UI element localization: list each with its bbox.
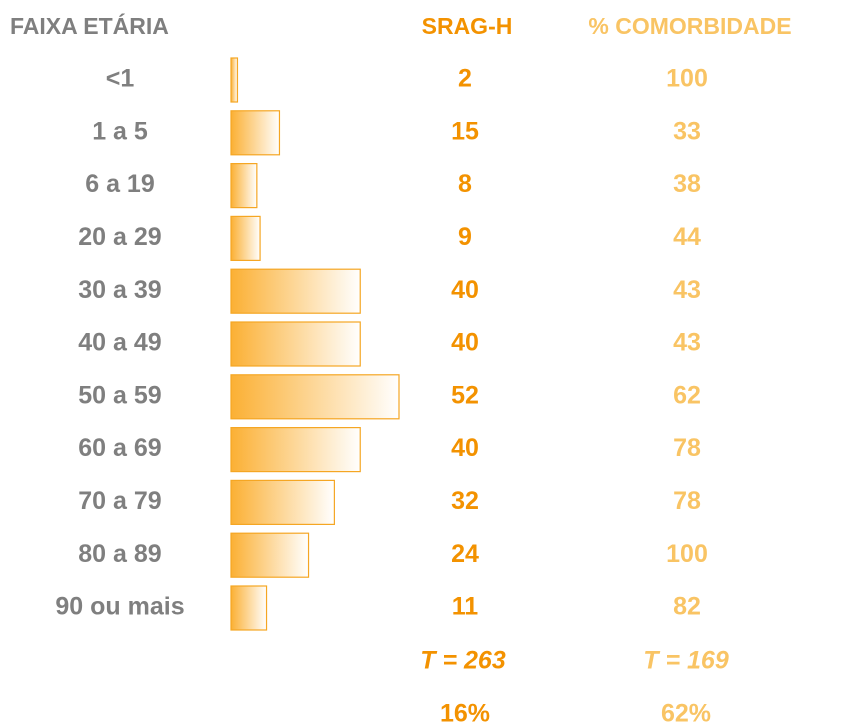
percent-srag: 16%: [440, 700, 490, 726]
data-bar: [230, 163, 258, 209]
comorbidity-value: 43: [673, 276, 701, 304]
data-bar: [230, 479, 335, 525]
srag-value: 15: [451, 117, 479, 145]
srag-value: 52: [451, 381, 479, 409]
age-label: 30 a 39: [78, 276, 161, 304]
comorbidity-value: 78: [673, 487, 701, 515]
srag-value: 40: [451, 276, 479, 304]
comorbidity-value: 62: [673, 381, 701, 409]
header-comorbidity: % COMORBIDADE: [588, 13, 791, 39]
comorbidity-value: 44: [673, 223, 701, 251]
age-label: 70 a 79: [78, 487, 161, 515]
comorbidity-value: 100: [666, 65, 708, 93]
total-comorbidity: T = 169: [643, 647, 729, 675]
data-bar: [230, 532, 310, 578]
header-srag: SRAG-H: [422, 13, 513, 39]
data-bar: [230, 110, 281, 156]
srag-value: 8: [458, 170, 472, 198]
comorbidity-value: 38: [673, 170, 701, 198]
comorbidity-value: 100: [666, 540, 708, 568]
header-age: FAIXA ETÁRIA: [10, 12, 169, 39]
data-bar: [230, 585, 268, 631]
comorbidity-value: 33: [673, 117, 701, 145]
age-label: 40 a 49: [78, 329, 161, 357]
data-bar: [230, 215, 261, 261]
data-bar: [230, 374, 400, 420]
data-bar: [230, 268, 361, 314]
age-label: 6 a 19: [85, 170, 155, 198]
data-bar: [230, 57, 239, 103]
comorbidity-value: 43: [673, 329, 701, 357]
age-label: 80 a 89: [78, 540, 161, 568]
srag-value: 9: [458, 223, 472, 251]
srag-value: 32: [451, 487, 479, 515]
percent-comorbidity: 62%: [661, 700, 711, 726]
age-label: <1: [106, 65, 135, 93]
age-label: 90 ou mais: [55, 593, 184, 621]
data-bar: [230, 321, 361, 367]
data-bar: [230, 427, 361, 473]
comorbidity-value: 78: [673, 434, 701, 462]
age-label: 20 a 29: [78, 223, 161, 251]
age-label: 60 a 69: [78, 434, 161, 462]
total-srag: T = 263: [420, 647, 506, 675]
srag-value: 2: [458, 65, 472, 93]
age-label: 50 a 59: [78, 381, 161, 409]
srag-value: 24: [451, 540, 479, 568]
srag-value: 40: [451, 434, 479, 462]
age-label: 1 a 5: [92, 117, 148, 145]
srag-value: 11: [452, 593, 479, 621]
comorbidity-value: 82: [673, 593, 701, 621]
srag-value: 40: [451, 329, 479, 357]
